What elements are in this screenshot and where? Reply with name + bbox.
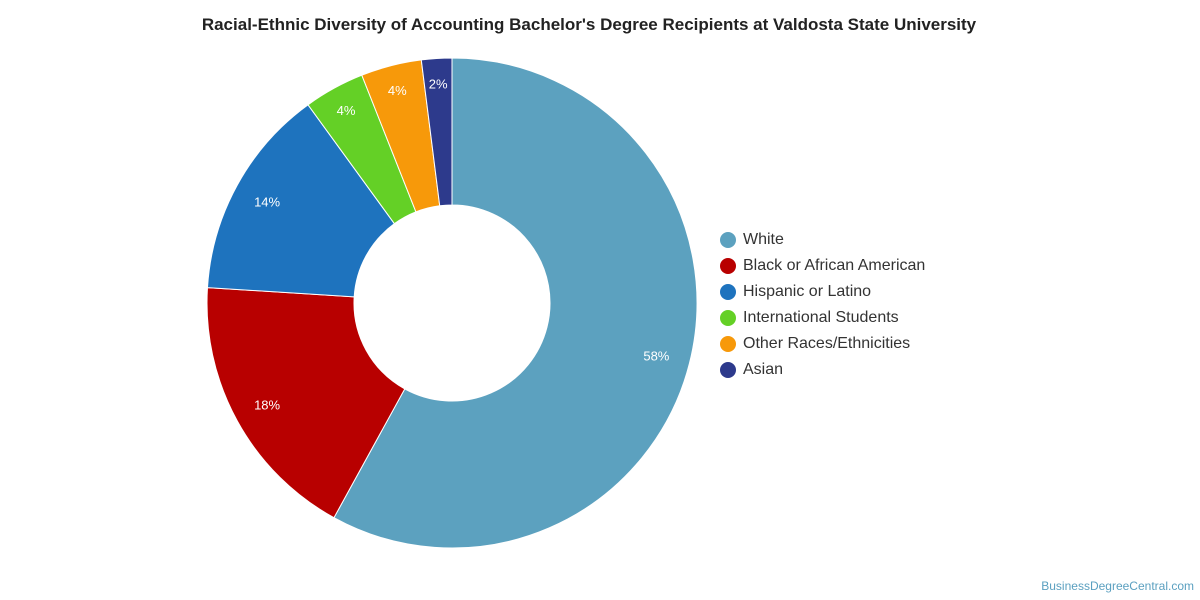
legend-item-0[interactable]: White [720,227,925,253]
source-credit: BusinessDegreeCentral.com [1041,579,1194,593]
legend-swatch [720,310,736,326]
legend-item-2[interactable]: Hispanic or Latino [720,279,925,305]
legend-label: Hispanic or Latino [743,283,872,300]
legend-label: Black or African American [743,257,926,274]
legend-label: International Students [743,309,899,326]
legend-item-5[interactable]: Asian [720,357,925,383]
legend-swatch [720,258,736,274]
legend-swatch [720,336,736,352]
slice-label-5: 2% [429,76,448,91]
slice-label-4: 4% [388,83,407,98]
legend-item-3[interactable]: International Students [720,305,925,331]
legend-item-4[interactable]: Other Races/Ethnicities [720,331,925,357]
legend-swatch [720,284,736,300]
legend-label: Asian [743,361,784,378]
pie-slice-5 [420,57,453,207]
slice-label-0: 58% [643,348,669,363]
slice-label-1: 18% [254,398,280,413]
legend-item-1[interactable]: Black or African American [720,253,925,279]
legend-label: White [743,231,784,248]
chart-title: Racial-Ethnic Diversity of Accounting Ba… [201,15,977,34]
pie-slice-1 [206,287,406,519]
pie-slice-0 [333,57,698,549]
legend-label: Other Races/Ethnicities [743,335,911,352]
slice-label-2: 14% [254,194,280,209]
pie-slice-2 [206,104,396,298]
slice-label-3: 4% [337,103,356,118]
chart-legend: White Black or African American Hispanic o… [720,227,925,383]
legend-swatch [720,232,736,248]
legend-swatch [720,362,736,378]
